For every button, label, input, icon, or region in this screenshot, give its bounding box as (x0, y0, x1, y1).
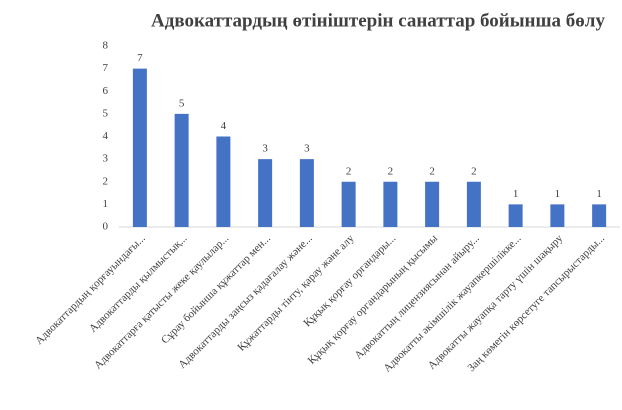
y-tick-label: 8 (103, 40, 109, 52)
bar (216, 136, 231, 227)
bar (466, 181, 481, 227)
bar (341, 181, 356, 227)
y-tick-label: 1 (103, 198, 109, 210)
data-label: 3 (262, 143, 268, 155)
y-tick-label: 6 (103, 85, 109, 97)
y-tick-label: 5 (103, 107, 109, 119)
y-tick-label: 7 (103, 62, 109, 74)
bar (132, 68, 147, 227)
bar (174, 113, 189, 227)
y-tick-label: 4 (103, 130, 109, 142)
data-label: 2 (429, 165, 435, 177)
bar (550, 204, 565, 227)
bar (508, 204, 523, 227)
bar (299, 159, 314, 227)
data-label: 7 (137, 52, 143, 64)
y-tick-label: 2 (103, 175, 109, 187)
data-label: 1 (596, 188, 602, 200)
chart-title: Адвокаттардың өтініштерін санаттар бойын… (151, 10, 605, 31)
bar (258, 159, 273, 227)
data-label: 4 (221, 120, 227, 132)
data-label: 2 (346, 165, 352, 177)
data-label: 1 (555, 188, 561, 200)
bar (592, 204, 607, 227)
bar (383, 181, 398, 227)
data-label: 1 (513, 188, 519, 200)
bar (425, 181, 440, 227)
data-label: 2 (471, 165, 477, 177)
data-label: 2 (388, 165, 394, 177)
y-tick-label: 3 (103, 153, 109, 165)
data-label: 3 (304, 143, 310, 155)
data-label: 5 (179, 97, 185, 109)
y-tick-label: 0 (103, 221, 109, 233)
